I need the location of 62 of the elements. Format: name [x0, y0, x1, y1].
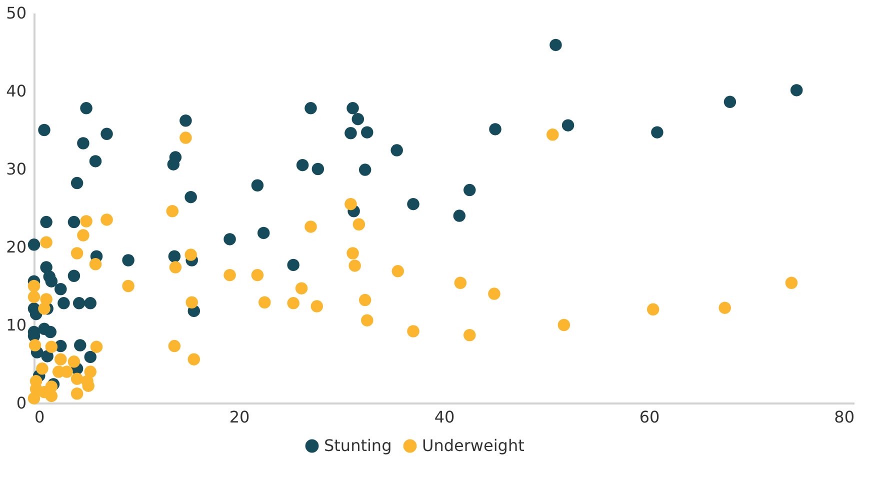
point [348, 260, 361, 272]
point [224, 268, 236, 282]
point [188, 353, 200, 366]
point [186, 296, 198, 308]
y-tick-label: 10 [6, 316, 26, 334]
point [70, 247, 84, 260]
point [68, 356, 80, 368]
point [70, 388, 84, 400]
point [785, 276, 798, 289]
point [558, 318, 570, 332]
point [258, 296, 271, 308]
point [70, 372, 84, 385]
x-tick-label: 20 [229, 408, 250, 426]
point [40, 236, 52, 248]
point [28, 280, 40, 292]
point [36, 362, 48, 375]
point [80, 215, 92, 228]
legend-label: Stunting [324, 436, 392, 455]
y-tick-label: 30 [6, 160, 26, 178]
point [646, 303, 660, 316]
point [346, 247, 359, 260]
point [310, 300, 324, 312]
point [352, 218, 366, 230]
legend-label: Underweight [422, 436, 524, 455]
point [45, 340, 58, 353]
point [361, 314, 374, 326]
point [77, 229, 90, 242]
point [718, 302, 731, 314]
point [122, 280, 134, 292]
point [304, 220, 317, 233]
point [251, 268, 264, 282]
y-tick-label: 50 [6, 4, 26, 22]
point [28, 392, 40, 404]
point [344, 198, 357, 210]
point [168, 340, 181, 352]
point [28, 290, 40, 304]
point [54, 353, 67, 366]
x-tick-label: 40 [434, 408, 455, 426]
point [407, 325, 420, 338]
point [488, 288, 500, 300]
x-tick-label: 0 [34, 408, 45, 426]
point [169, 261, 182, 274]
y-tick-label: 40 [6, 82, 26, 100]
point [358, 294, 372, 306]
point [464, 329, 476, 342]
x-tick-label: 60 [639, 408, 660, 426]
point [166, 205, 178, 218]
point [89, 258, 102, 270]
point [38, 302, 50, 315]
y-tick-label: 0 [16, 394, 26, 412]
point [454, 276, 467, 289]
point [90, 340, 103, 353]
point [287, 297, 300, 310]
point [546, 128, 559, 141]
x-tick-label: 80 [834, 408, 854, 426]
point [100, 214, 113, 226]
point [180, 132, 192, 144]
point [28, 339, 42, 352]
point [295, 282, 308, 294]
point [392, 265, 404, 278]
point [184, 248, 197, 261]
y-tick-label: 20 [6, 238, 26, 256]
